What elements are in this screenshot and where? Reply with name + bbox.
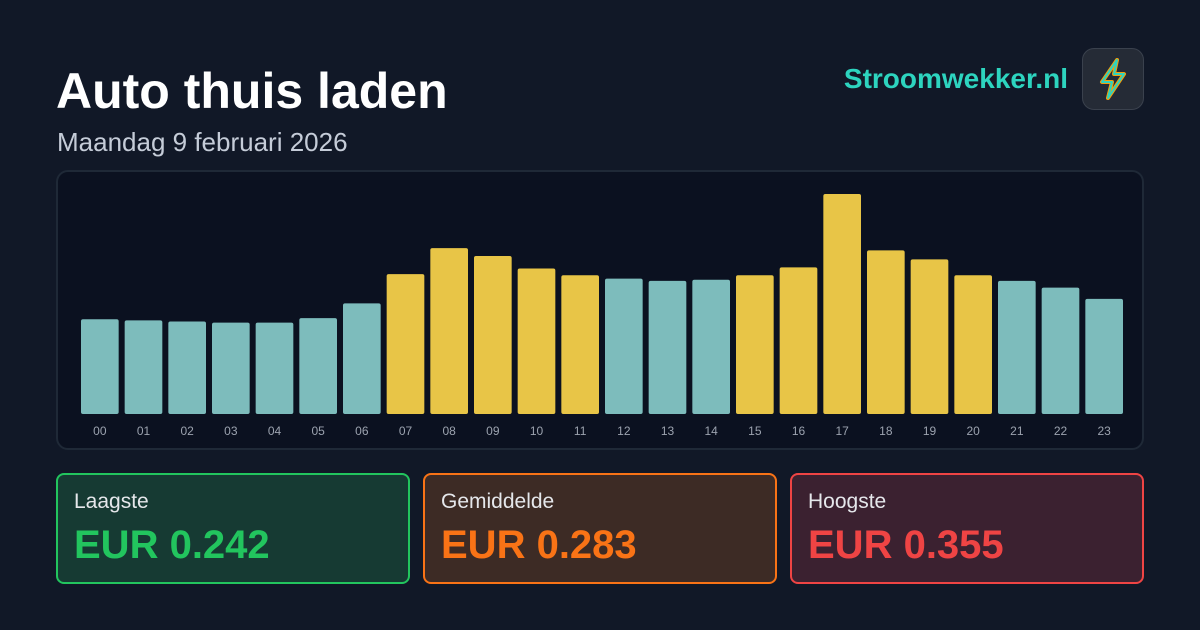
brand[interactable]: Stroomwekker.nl xyxy=(844,48,1144,110)
bar-05 xyxy=(299,318,337,414)
x-tick-label: 01 xyxy=(137,424,151,438)
lightning-bolt-icon xyxy=(1082,48,1144,110)
x-tick-label: 13 xyxy=(661,424,675,438)
bar-11 xyxy=(561,275,599,414)
bar-10 xyxy=(517,268,556,414)
x-tick-label: 00 xyxy=(93,424,107,438)
bar-23 xyxy=(1085,298,1123,414)
bar-09 xyxy=(474,256,512,414)
x-tick-label: 22 xyxy=(1054,424,1068,438)
bar-03 xyxy=(212,322,250,414)
x-tick-label: 10 xyxy=(530,424,544,438)
x-tick-label: 14 xyxy=(704,424,718,438)
stat-lowest: Laagste EUR 0.242 xyxy=(56,473,410,584)
x-tick-label: 17 xyxy=(835,424,849,438)
stat-lowest-value: EUR 0.242 xyxy=(74,523,270,567)
x-tick-label: 15 xyxy=(748,424,762,438)
stat-average-value: EUR 0.283 xyxy=(441,523,637,567)
bar-06 xyxy=(343,303,381,414)
x-tick-label: 05 xyxy=(311,424,325,438)
x-tick-label: 20 xyxy=(966,424,980,438)
stat-highest-value: EUR 0.355 xyxy=(808,523,1004,567)
price-chart-svg: 00 01 02 03 04 05 06 07 08 09 10 11 12 13 14 15 16 17 18 19… xyxy=(81,194,1123,438)
x-tick-label: 09 xyxy=(486,424,500,438)
stat-highest-label: Hoogste xyxy=(808,490,887,513)
x-tick-label: 12 xyxy=(617,424,631,438)
bar-13 xyxy=(648,280,687,414)
x-tick-label: 11 xyxy=(574,424,587,438)
bar-01 xyxy=(124,320,163,414)
stat-lowest-label: Laagste xyxy=(74,490,149,513)
x-tick-label: 04 xyxy=(268,424,282,438)
price-chart: 00 01 02 03 04 05 06 07 08 09 10 11 12 13 14 15 16 17 18 19… xyxy=(56,170,1144,450)
bar-20 xyxy=(954,275,992,414)
stat-average-label: Gemiddelde xyxy=(441,490,555,513)
x-tick-label: 23 xyxy=(1097,424,1111,438)
bar-16 xyxy=(779,267,818,414)
stat-highest: Hoogste EUR 0.355 xyxy=(790,473,1144,584)
x-tick-label: 19 xyxy=(923,424,937,438)
x-tick-label: 06 xyxy=(355,424,369,438)
x-tick-label: 02 xyxy=(180,424,194,438)
bar-19 xyxy=(910,259,949,414)
bar-15 xyxy=(736,275,774,414)
x-tick-label: 08 xyxy=(442,424,456,438)
bar-18 xyxy=(867,250,905,414)
x-tick-label: 21 xyxy=(1010,424,1024,438)
date-subtitle: Maandag 9 februari 2026 xyxy=(57,127,348,157)
bar-07 xyxy=(386,274,425,414)
bar-14 xyxy=(692,279,730,414)
bar-08 xyxy=(430,248,468,414)
bar-00 xyxy=(81,319,119,414)
bar-02 xyxy=(168,321,206,414)
bar-04 xyxy=(255,322,294,414)
x-tick-label: 18 xyxy=(879,424,893,438)
page-title: Auto thuis laden xyxy=(56,63,448,119)
brand-name[interactable]: Stroomwekker.nl xyxy=(843,63,1068,94)
stat-average: Gemiddelde EUR 0.283 xyxy=(423,473,777,584)
bar-22 xyxy=(1041,287,1080,414)
bar-17 xyxy=(823,194,861,414)
bar-21 xyxy=(998,280,1036,414)
x-tick-label: 16 xyxy=(792,424,806,438)
x-tick-label: 07 xyxy=(399,424,413,438)
x-tick-label: 03 xyxy=(224,424,238,438)
bar-12 xyxy=(605,278,643,414)
